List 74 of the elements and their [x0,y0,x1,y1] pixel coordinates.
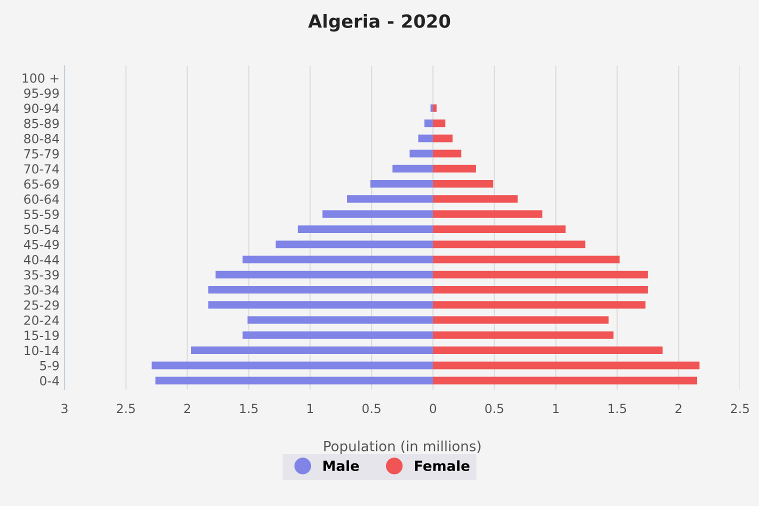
bar [208,301,433,309]
legend-label: Female [415,460,470,472]
bar [418,134,433,142]
bar [242,331,433,339]
bar [432,195,518,203]
y-tick-label: 0-4 [40,376,59,386]
bar [432,210,542,218]
bar [432,256,620,264]
x-tick-label: 2 [676,404,682,414]
bar [152,362,433,370]
bar [216,270,433,278]
bar [432,164,476,172]
x-tick-label: 0.5 [485,404,504,414]
y-tick-label: 15-19 [24,330,59,340]
y-tick-label: 30-34 [24,285,59,295]
y-tick-label: 95-99 [24,88,59,98]
y-tick-label: 20-24 [24,315,59,325]
y-tick-label: 80-84 [24,134,59,144]
legend-label: Male [323,460,359,472]
bar [347,195,433,203]
y-tick-label: 100 + [22,73,58,83]
bar [424,120,433,128]
bar [432,346,663,354]
bar [432,134,453,142]
bar [432,120,446,128]
y-tick-label: 60-64 [24,194,59,204]
bar [432,180,494,188]
x-tick-label: 2.5 [116,404,135,414]
y-tick-label: 65-69 [24,179,59,189]
bar [370,180,433,188]
y-tick-label: 55-59 [24,210,59,220]
bar [208,286,433,294]
bar [298,225,433,233]
bar [155,376,433,384]
x-tick-label: 1 [553,404,559,414]
y-tick-label: 50-54 [24,224,59,234]
bar [432,331,614,339]
bar [410,150,433,158]
bar [432,150,462,158]
x-tick-label: 0.5 [362,404,380,414]
x-tick-label: 1.5 [240,404,258,414]
x-axis-title: Population (in millions) [324,440,480,454]
y-tick-label: 5-9 [40,360,59,370]
bar [432,376,698,384]
x-tick-label: 1.5 [608,404,626,414]
x-tick-label: 1 [308,404,313,414]
y-tick-label: 85-89 [24,118,59,128]
bar [432,362,700,370]
y-tick-label: 90-94 [24,104,59,114]
y-tick-label: 70-74 [24,164,59,174]
bar [432,270,648,278]
bar [432,301,646,309]
chart-title: Algeria - 2020 [308,14,450,32]
y-tick-label: 75-79 [24,149,59,158]
bar [276,240,433,248]
y-tick-label: 35-39 [24,270,59,280]
x-tick-label: 3 [61,404,68,414]
bar [242,256,433,264]
bar [432,225,566,233]
bar [191,346,433,354]
y-tick-label: 40-44 [24,254,59,264]
bar [322,210,433,218]
y-tick-label: 25-29 [24,300,59,310]
x-tick-label: 2 [184,404,190,414]
y-tick-label: 45-49 [24,240,59,250]
bar [248,316,433,324]
bar [432,240,586,248]
bar [392,164,433,172]
x-tick-label: 0 [430,404,436,414]
bar [432,286,648,294]
bar [432,316,609,324]
y-tick-label: 10-14 [24,346,59,356]
x-tick-label: 2.5 [731,404,749,414]
bar [432,104,437,112]
